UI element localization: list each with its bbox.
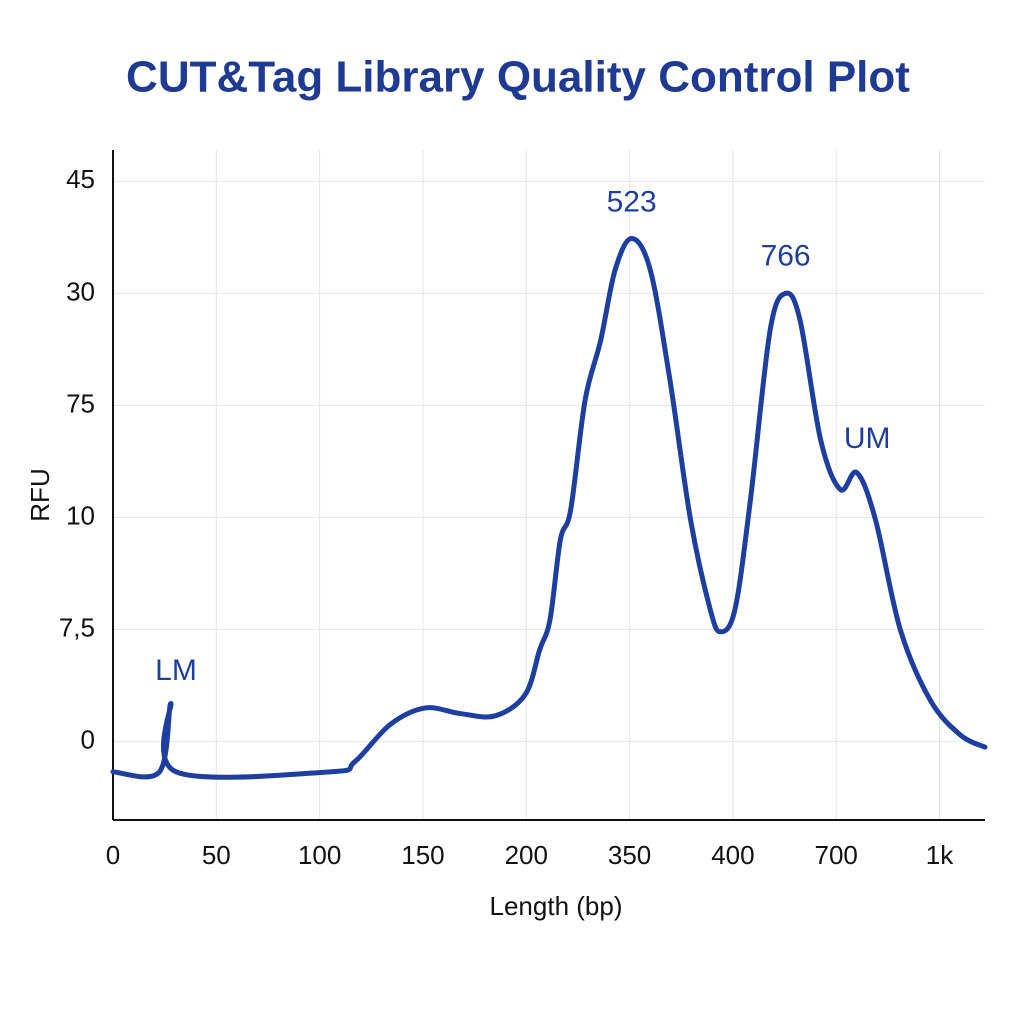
- x-tick-label: 350: [608, 840, 651, 870]
- x-tick-label: 1k: [926, 840, 954, 870]
- x-tick-label: 150: [401, 840, 444, 870]
- annotation: 766: [761, 239, 811, 272]
- annotation: UM: [844, 422, 891, 455]
- y-tick-label: 30: [66, 276, 95, 306]
- x-tick-label: 200: [505, 840, 548, 870]
- y-axis-label: RFU: [25, 468, 55, 521]
- trace-line: [110, 236, 988, 780]
- x-tick-label: 700: [815, 840, 858, 870]
- annotation: 523: [607, 186, 657, 219]
- x-tick-label: 100: [298, 840, 341, 870]
- x-axis-label: Length (bp): [490, 891, 623, 921]
- x-tick-label: 400: [711, 840, 754, 870]
- chart-title: CUT&Tag Library Quality Control Plot: [126, 53, 910, 102]
- y-tick-label: 10: [66, 500, 95, 530]
- annotation: LM: [155, 654, 197, 687]
- y-tick-label: 7,5: [59, 612, 95, 642]
- x-tick-label: 0: [106, 840, 120, 870]
- y-tick-label: 75: [66, 388, 95, 418]
- y-tick-label: 0: [81, 724, 95, 754]
- x-tick-label: 50: [202, 840, 231, 870]
- y-tick-label: 45: [66, 164, 95, 194]
